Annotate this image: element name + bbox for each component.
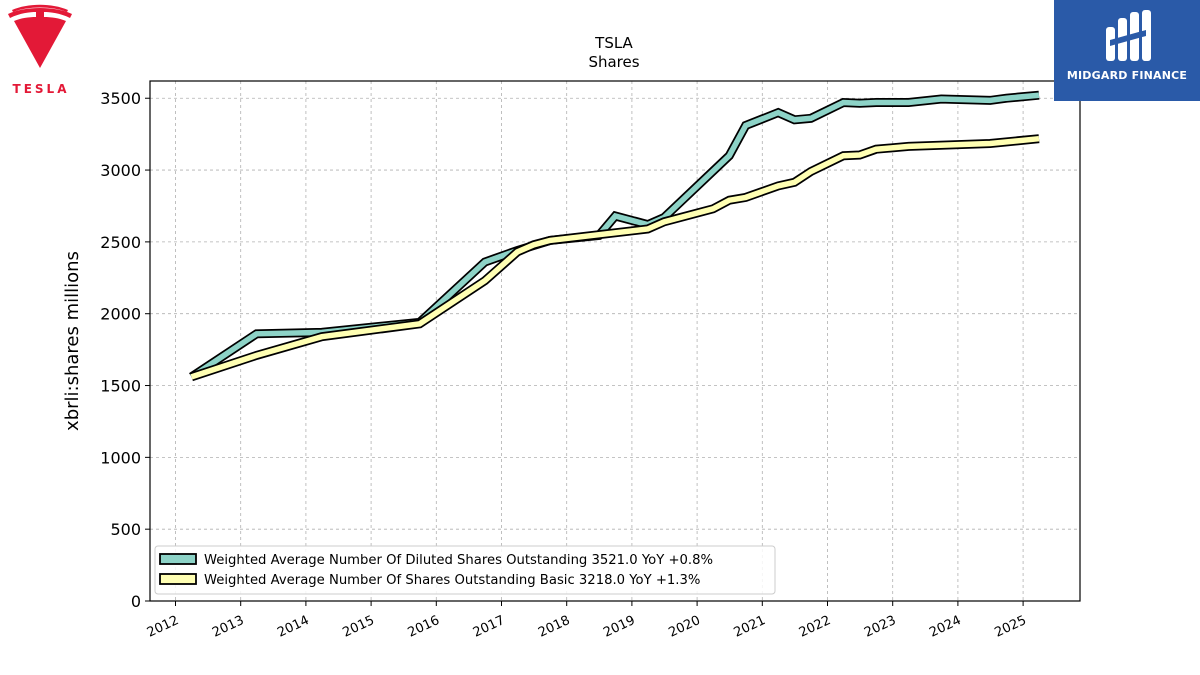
y-tick-label: 1000 xyxy=(100,448,141,467)
series-line-fill xyxy=(190,135,1040,380)
x-tick-label: 2020 xyxy=(666,613,702,641)
x-tick-label: 2013 xyxy=(210,613,246,641)
x-tick-label: 2015 xyxy=(340,613,376,641)
x-tick-label: 2022 xyxy=(797,613,833,641)
y-tick-label: 1500 xyxy=(100,377,141,396)
series-2-line xyxy=(190,134,1040,382)
x-axis-ticks: 2012 2013 2014 2015 2016 2017 2018 2019 2020 2021… xyxy=(145,601,1029,641)
chart-subtitle: Shares xyxy=(588,53,639,71)
y-tick-label: 500 xyxy=(110,520,141,539)
y-tick-label: 2500 xyxy=(100,233,141,252)
x-tick-label: 2014 xyxy=(275,613,311,641)
y-tick-label: 2000 xyxy=(100,305,141,324)
legend: Weighted Average Number Of Diluted Share… xyxy=(154,545,776,595)
y-axis-label: xbrli:shares millions xyxy=(62,251,83,431)
grid-lines xyxy=(150,81,1080,602)
y-axis-ticks: 0 500 1000 1500 2000 2500 3000 3500 xyxy=(100,89,150,611)
x-tick-label: 2018 xyxy=(536,613,572,641)
chart-title: TSLA xyxy=(594,34,633,52)
x-tick-label: 2019 xyxy=(601,613,637,641)
y-tick-label: 3500 xyxy=(100,89,141,108)
midgard-m-icon xyxy=(1106,10,1151,61)
tesla-logo xyxy=(4,4,76,100)
legend-swatch xyxy=(159,553,197,565)
tesla-t-icon xyxy=(8,4,72,68)
series-line-fill xyxy=(189,92,1040,380)
series-line-outline xyxy=(190,134,1040,382)
legend-label: Weighted Average Number Of Shares Outsta… xyxy=(204,573,700,588)
legend-box xyxy=(154,545,776,595)
legend-label: Weighted Average Number Of Diluted Share… xyxy=(204,553,713,568)
tesla-wordmark-text: TESLA xyxy=(12,82,70,96)
midgard-wordmark: MIDGARD FINANCE xyxy=(1066,69,1188,82)
series-1-line xyxy=(189,90,1040,381)
midgard-finance-logo: MIDGARD FINANCE xyxy=(1054,0,1200,101)
series-layer xyxy=(189,90,1040,382)
x-tick-label: 2012 xyxy=(145,613,181,641)
tesla-wordmark: TESLA xyxy=(4,82,78,96)
y-tick-label: 0 xyxy=(131,592,141,611)
y-tick-label: 3000 xyxy=(100,161,141,180)
x-tick-label: 2025 xyxy=(992,613,1028,641)
plot-area-frame xyxy=(149,80,1081,602)
legend-swatch xyxy=(159,573,197,585)
x-tick-label: 2016 xyxy=(406,613,442,641)
x-tick-label: 2023 xyxy=(862,613,898,641)
x-tick-label: 2021 xyxy=(732,613,768,641)
x-tick-label: 2017 xyxy=(471,613,507,641)
x-tick-label: 2024 xyxy=(927,613,963,641)
